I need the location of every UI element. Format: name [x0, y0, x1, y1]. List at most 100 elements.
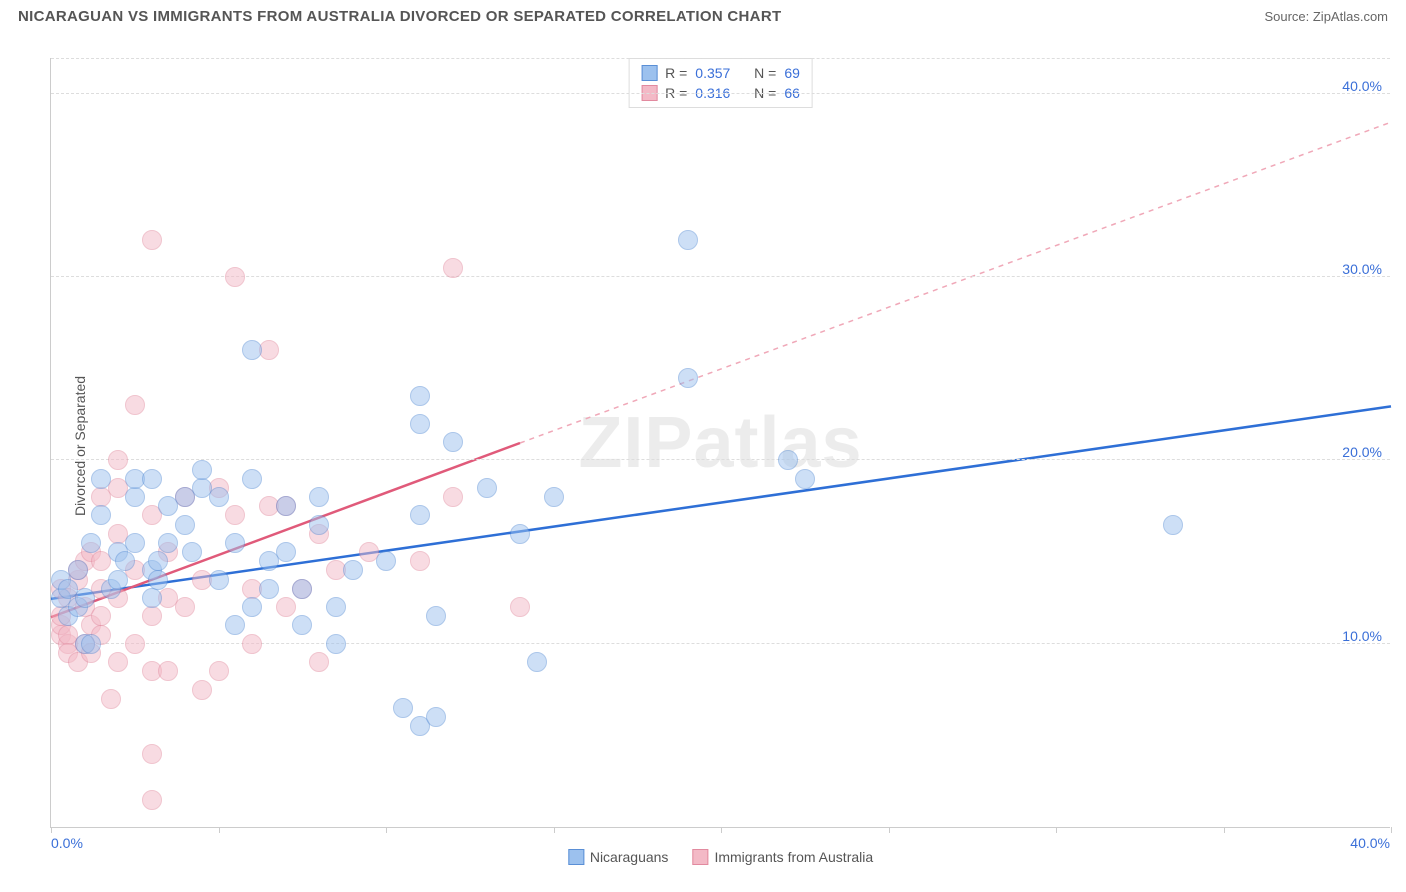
- data-point: [75, 588, 95, 608]
- data-point: [259, 579, 279, 599]
- x-tick: [1056, 827, 1057, 833]
- data-point: [276, 597, 296, 617]
- source-label: Source: ZipAtlas.com: [1264, 9, 1388, 24]
- data-point: [225, 505, 245, 525]
- data-point: [292, 579, 312, 599]
- chart-title: NICARAGUAN VS IMMIGRANTS FROM AUSTRALIA …: [18, 8, 781, 25]
- data-point: [1163, 515, 1183, 535]
- legend-row-1: R = 0.357 N = 69: [641, 63, 800, 83]
- data-point: [510, 524, 530, 544]
- data-point: [142, 230, 162, 250]
- data-point: [410, 414, 430, 434]
- x-tick: [51, 827, 52, 833]
- gridline: [51, 93, 1390, 94]
- data-point: [91, 469, 111, 489]
- swatch-blue: [641, 65, 657, 81]
- data-point: [115, 551, 135, 571]
- x-tick: [386, 827, 387, 833]
- data-point: [426, 707, 446, 727]
- x-tick-label: 40.0%: [1350, 835, 1390, 851]
- r-value-1: 0.357: [695, 65, 730, 81]
- data-point: [209, 661, 229, 681]
- data-point: [242, 597, 262, 617]
- gridline: [51, 58, 1390, 59]
- data-point: [477, 478, 497, 498]
- data-point: [108, 652, 128, 672]
- x-tick: [1391, 827, 1392, 833]
- data-point: [192, 680, 212, 700]
- data-point: [125, 395, 145, 415]
- data-point: [242, 469, 262, 489]
- x-tick: [554, 827, 555, 833]
- data-point: [142, 606, 162, 626]
- x-tick: [889, 827, 890, 833]
- data-point: [678, 230, 698, 250]
- legend-label-2: Immigrants from Australia: [714, 849, 873, 865]
- y-tick-label: 40.0%: [1342, 78, 1382, 94]
- data-point: [68, 560, 88, 580]
- data-point: [276, 542, 296, 562]
- data-point: [225, 615, 245, 635]
- data-point: [81, 634, 101, 654]
- data-point: [343, 560, 363, 580]
- data-point: [393, 698, 413, 718]
- swatch-blue: [568, 849, 584, 865]
- data-point: [175, 597, 195, 617]
- data-point: [101, 689, 121, 709]
- data-point: [125, 634, 145, 654]
- data-point: [326, 597, 346, 617]
- data-point: [108, 450, 128, 470]
- x-tick: [1224, 827, 1225, 833]
- data-point: [443, 258, 463, 278]
- legend-label-1: Nicaraguans: [590, 849, 669, 865]
- data-point: [125, 487, 145, 507]
- y-tick-label: 20.0%: [1342, 444, 1382, 460]
- data-point: [142, 744, 162, 764]
- legend-series: Nicaraguans Immigrants from Australia: [568, 849, 873, 865]
- chart-plot-area: ZIPatlas R = 0.357 N = 69 R = 0.316 N = …: [50, 58, 1390, 828]
- data-point: [443, 487, 463, 507]
- data-point: [192, 460, 212, 480]
- swatch-pink: [692, 849, 708, 865]
- data-point: [410, 386, 430, 406]
- data-point: [510, 597, 530, 617]
- x-tick-label: 0.0%: [51, 835, 83, 851]
- y-tick-label: 10.0%: [1342, 628, 1382, 644]
- regression-lines: [51, 58, 1390, 827]
- data-point: [309, 487, 329, 507]
- data-point: [91, 606, 111, 626]
- legend-stats: R = 0.357 N = 69 R = 0.316 N = 66: [628, 58, 813, 108]
- x-tick: [721, 827, 722, 833]
- x-tick: [219, 827, 220, 833]
- data-point: [182, 542, 202, 562]
- data-point: [678, 368, 698, 388]
- data-point: [309, 515, 329, 535]
- data-point: [158, 661, 178, 681]
- data-point: [225, 267, 245, 287]
- legend-item-1: Nicaraguans: [568, 849, 669, 865]
- data-point: [795, 469, 815, 489]
- n-value-1: 69: [784, 65, 800, 81]
- gridline: [51, 276, 1390, 277]
- data-point: [209, 570, 229, 590]
- watermark: ZIPatlas: [578, 402, 862, 484]
- data-point: [410, 551, 430, 571]
- data-point: [410, 505, 430, 525]
- data-point: [292, 615, 312, 635]
- data-point: [142, 588, 162, 608]
- data-point: [142, 790, 162, 810]
- data-point: [108, 570, 128, 590]
- data-point: [376, 551, 396, 571]
- data-point: [158, 533, 178, 553]
- data-point: [242, 340, 262, 360]
- data-point: [326, 634, 346, 654]
- data-point: [443, 432, 463, 452]
- data-point: [309, 652, 329, 672]
- data-point: [175, 515, 195, 535]
- data-point: [527, 652, 547, 672]
- y-tick-label: 30.0%: [1342, 261, 1382, 277]
- data-point: [209, 487, 229, 507]
- data-point: [426, 606, 446, 626]
- data-point: [142, 469, 162, 489]
- data-point: [148, 570, 168, 590]
